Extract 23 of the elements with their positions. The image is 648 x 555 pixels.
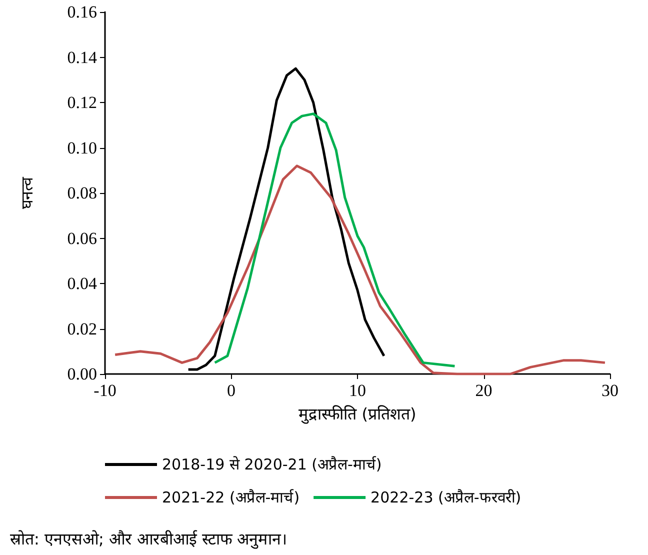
- line-series: [187, 67, 386, 371]
- line-series: [214, 112, 456, 368]
- legend-label: 2022-23 (अप्रैल-फरवरी): [370, 488, 522, 506]
- y-tick-label: 0.08: [67, 184, 97, 202]
- legend-label: 2018-19 से 2020-21 (अप्रैल-मार्च): [162, 456, 382, 474]
- y-tick-label: 0.04: [67, 274, 98, 293]
- x-axis-title: मुद्रास्फीति (प्रतिशत): [298, 404, 416, 424]
- y-tick-label: 0.02: [67, 319, 97, 338]
- x-tick-label: 0: [227, 381, 236, 400]
- y-tick-label: 0.14: [67, 48, 98, 67]
- x-tick-label: -10: [94, 381, 116, 400]
- y-tick-label: 0.16: [67, 2, 97, 22]
- line-series: [114, 164, 606, 376]
- x-tick-label: 10: [349, 381, 366, 400]
- x-tick-label: 30: [602, 381, 618, 400]
- y-axis-title: घनत्व: [18, 176, 36, 209]
- y-tick-label: 0.00: [67, 364, 97, 384]
- text: स्रोत: एनएसओ; और आरबीआई स्टाफ अनुमान।: [10, 530, 288, 550]
- y-tick-label: 0.12: [67, 93, 97, 112]
- x-tick-label: 20: [475, 381, 492, 400]
- y-tick-label: 0.06: [67, 228, 97, 248]
- legend-label: 2021-22 (अप्रैल-मार्च): [162, 488, 300, 506]
- y-tick-label: 0.10: [67, 138, 97, 158]
